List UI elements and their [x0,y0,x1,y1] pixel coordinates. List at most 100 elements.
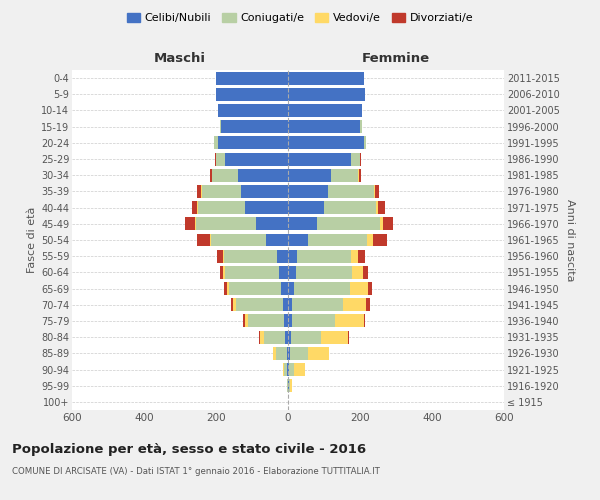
Bar [216,88,288,101]
Bar [288,104,362,117]
Bar [248,314,284,328]
Bar [281,282,288,295]
Text: Maschi: Maschi [154,52,206,65]
Bar [197,185,201,198]
Bar [185,218,196,230]
Bar [366,298,370,311]
Bar [378,201,385,214]
Bar [288,379,289,392]
Bar [196,218,256,230]
Text: Femmine: Femmine [362,52,430,65]
Bar [288,282,295,295]
Bar [350,282,368,295]
Bar [259,330,260,344]
Bar [358,250,365,262]
Bar [238,169,288,181]
Legend: Celibi/Nubili, Coniugati/e, Vedovi/e, Divorziati/e: Celibi/Nubili, Coniugati/e, Vedovi/e, Di… [122,8,478,28]
Bar [288,201,324,214]
Bar [284,363,287,376]
Bar [277,250,288,262]
Bar [288,347,290,360]
Bar [218,136,288,149]
Bar [245,314,248,328]
Bar [229,282,281,295]
Bar [291,330,322,344]
Bar [288,152,351,166]
Bar [335,314,364,328]
Bar [358,169,359,181]
Bar [359,169,361,181]
Bar [308,347,329,360]
Bar [202,185,241,198]
Bar [279,266,288,279]
Bar [288,88,365,101]
Bar [245,201,288,214]
Bar [352,266,362,279]
Bar [288,330,291,344]
Bar [288,218,317,230]
Bar [276,347,287,360]
Bar [210,169,212,181]
Bar [217,250,223,262]
Bar [288,250,297,262]
Bar [351,250,358,262]
Bar [351,152,360,166]
Y-axis label: Anni di nascita: Anni di nascita [565,198,575,281]
Bar [266,234,288,246]
Text: Popolazione per età, sesso e stato civile - 2016: Popolazione per età, sesso e stato civil… [12,442,366,456]
Bar [263,330,285,344]
Bar [284,314,288,328]
Bar [380,218,383,230]
Bar [288,120,360,133]
Bar [367,234,373,246]
Bar [225,266,279,279]
Bar [211,234,266,246]
Bar [220,266,223,279]
Bar [287,363,288,376]
Bar [197,201,198,214]
Bar [288,314,292,328]
Bar [376,185,379,198]
Bar [231,298,233,311]
Bar [287,347,288,360]
Text: COMUNE DI ARCISATE (VA) - Dati ISTAT 1° gennaio 2016 - Elaborazione TUTTITALIA.I: COMUNE DI ARCISATE (VA) - Dati ISTAT 1° … [12,468,380,476]
Bar [273,347,276,360]
Bar [201,185,202,198]
Bar [192,201,197,214]
Y-axis label: Fasce di età: Fasce di età [26,207,37,273]
Bar [343,298,366,311]
Bar [289,363,294,376]
Bar [374,185,376,198]
Bar [216,152,225,166]
Bar [210,234,211,246]
Bar [214,136,218,149]
Bar [225,152,288,166]
Bar [288,234,308,246]
Bar [288,136,364,149]
Bar [256,218,288,230]
Bar [308,234,367,246]
Bar [292,314,335,328]
Bar [197,234,210,246]
Bar [292,298,343,311]
Bar [224,282,227,295]
Bar [376,201,378,214]
Bar [236,298,283,311]
Bar [331,169,358,181]
Bar [241,185,288,198]
Bar [294,363,305,376]
Bar [212,169,238,181]
Bar [227,282,229,295]
Bar [288,298,292,311]
Bar [223,266,225,279]
Bar [360,120,362,133]
Bar [224,250,277,262]
Bar [288,169,331,181]
Bar [288,72,364,85]
Bar [216,72,288,85]
Bar [368,282,372,295]
Bar [364,314,365,328]
Bar [362,266,368,279]
Bar [322,330,349,344]
Bar [285,330,288,344]
